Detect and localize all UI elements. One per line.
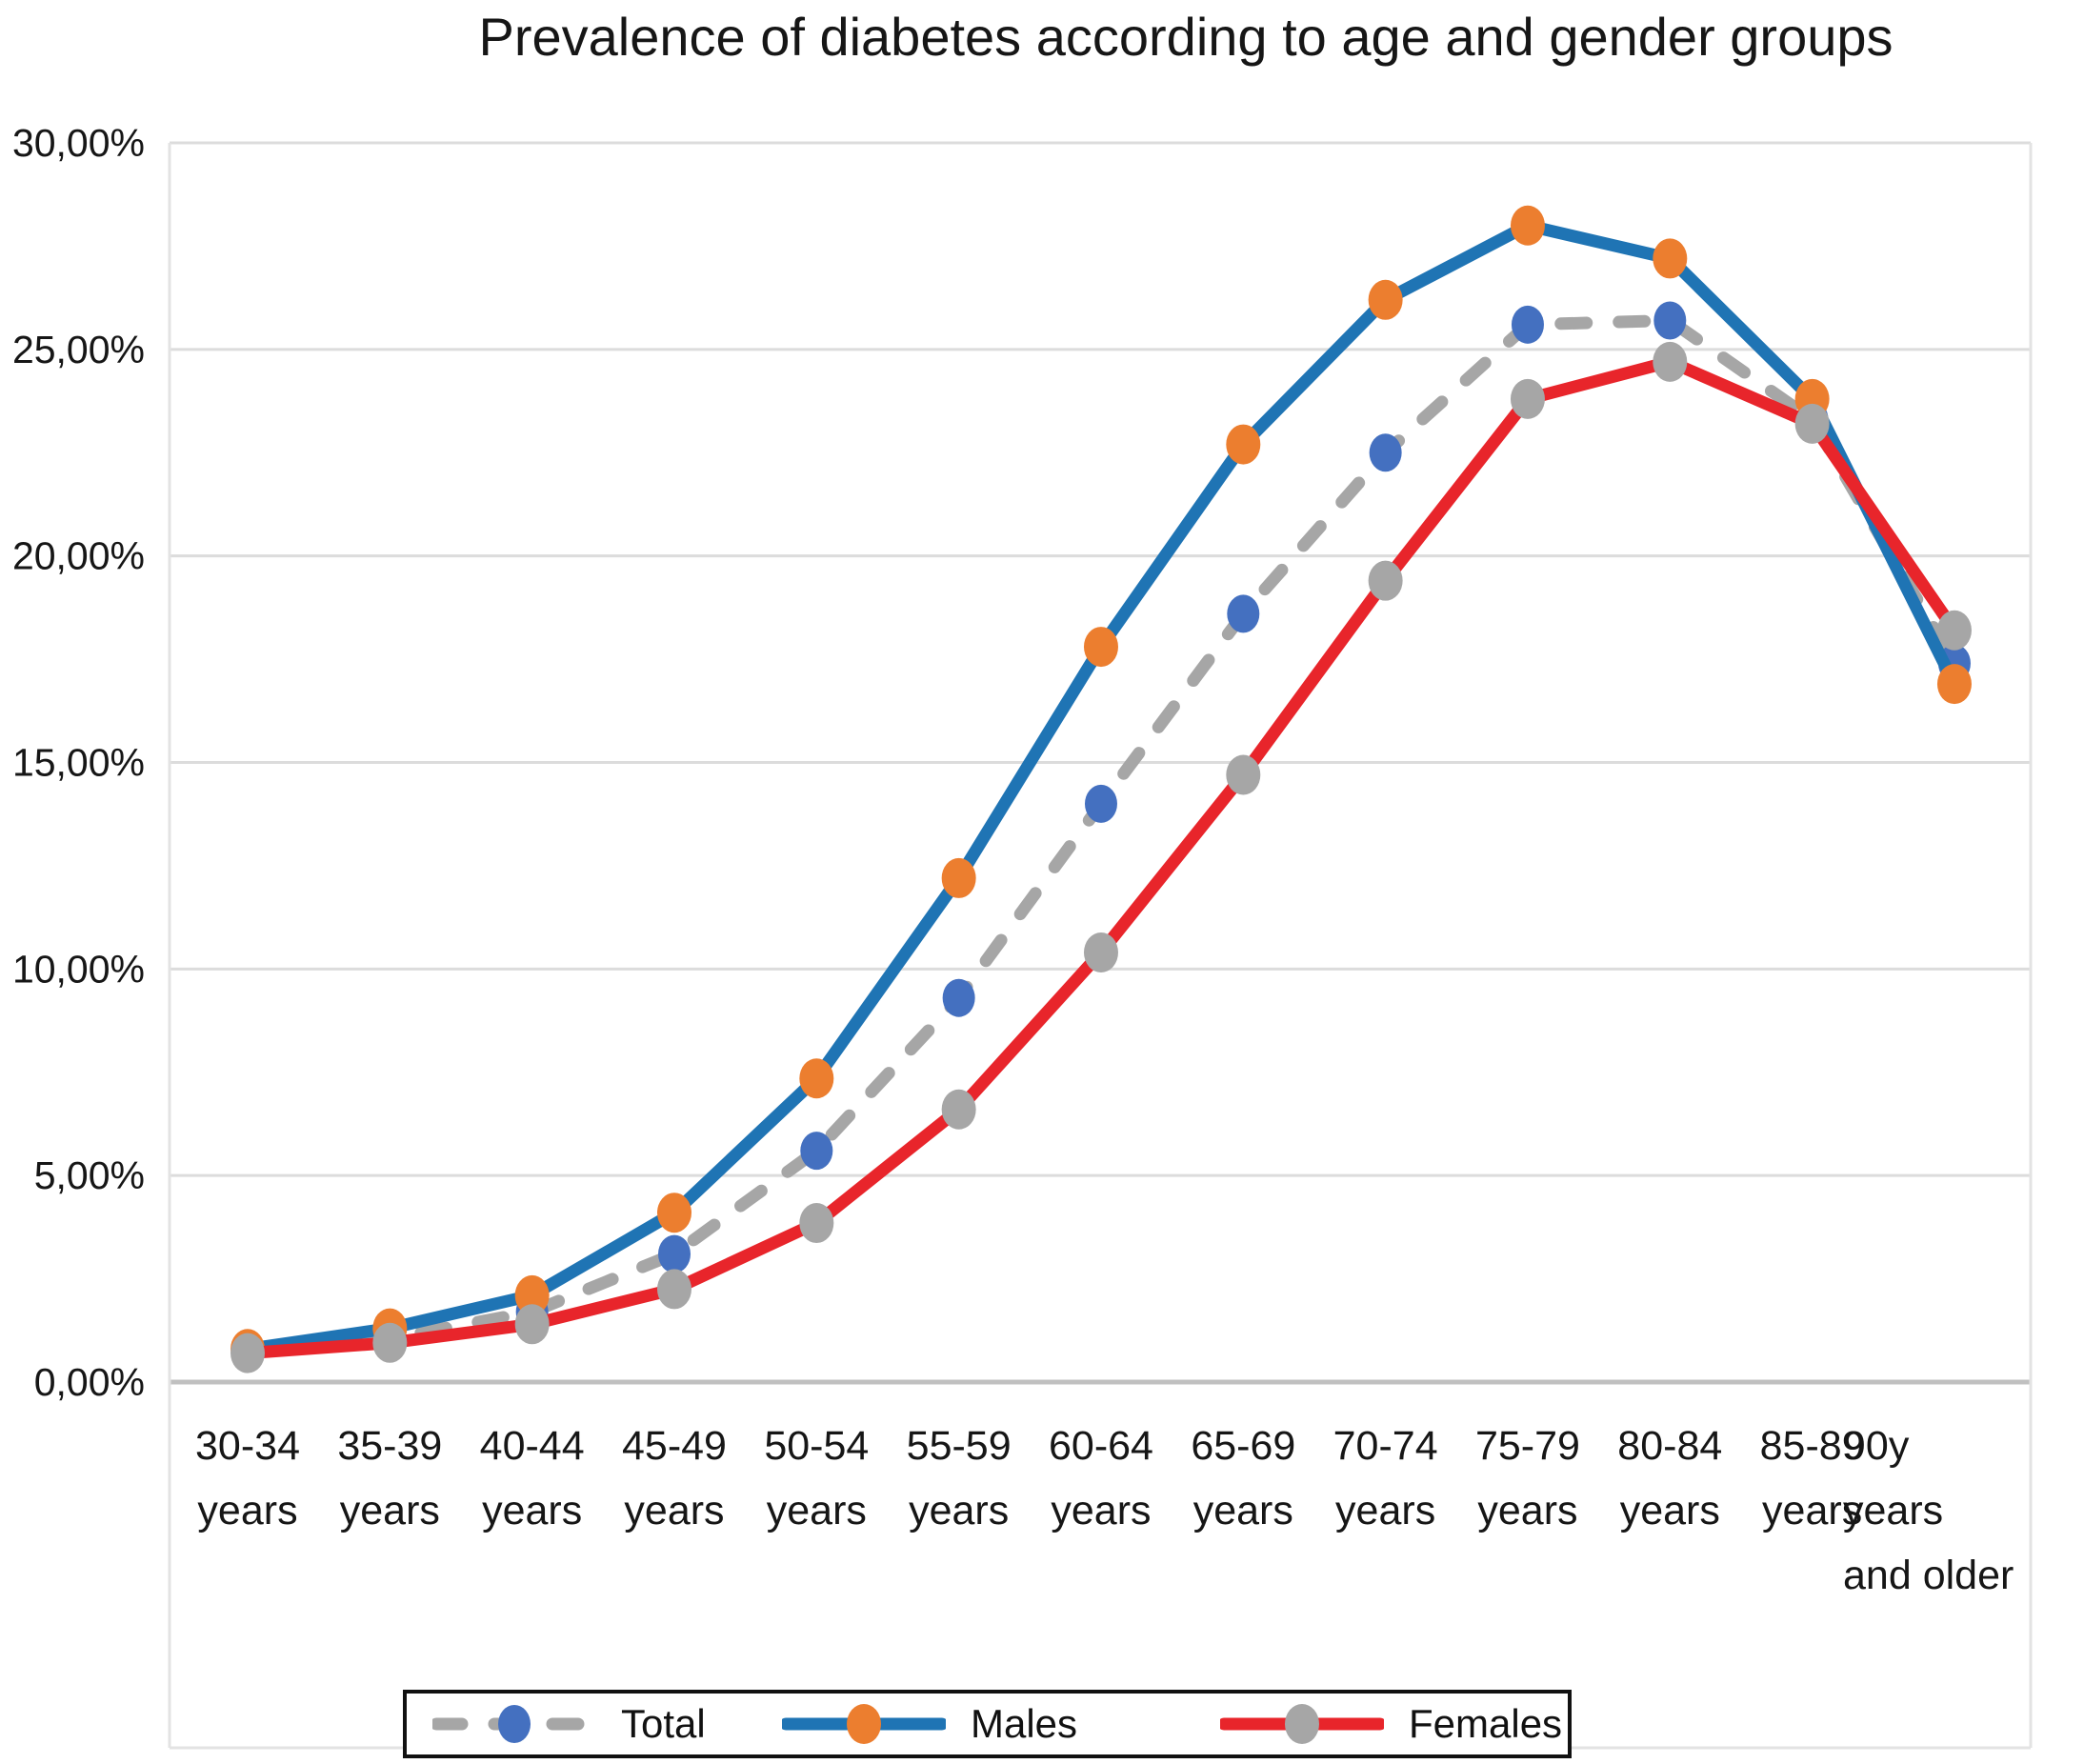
x-tick-label: years <box>624 1488 724 1533</box>
x-tick-label: 60-64 <box>1049 1423 1153 1469</box>
x-tick-label: years <box>1620 1488 1720 1533</box>
females-series-swatch <box>1220 1704 1384 1744</box>
x-tick-label: 90y <box>1843 1423 1910 1469</box>
females-marker <box>656 1269 691 1310</box>
females-marker <box>1083 932 1118 972</box>
y-tick-label: 15,00% <box>12 741 145 785</box>
females-marker <box>799 1203 834 1244</box>
x-tick-label: 70-74 <box>1333 1423 1438 1469</box>
females-legend-marker <box>1285 1704 1319 1744</box>
legend-label-total: Total <box>621 1701 706 1746</box>
total-legend-marker <box>498 1705 531 1743</box>
y-tick-label: 20,00% <box>12 534 145 578</box>
x-tick-label: 30-34 <box>195 1423 300 1469</box>
males-marker <box>1226 424 1261 465</box>
legend-item-total: Total <box>432 1694 706 1754</box>
males-marker <box>1653 238 1688 279</box>
males-marker <box>1510 205 1545 246</box>
males-marker <box>656 1193 691 1233</box>
x-tick-label: years <box>1843 1488 1943 1533</box>
total-marker <box>942 978 975 1017</box>
total-marker <box>1084 784 1117 823</box>
legend-item-females: Females <box>1220 1694 1562 1754</box>
females-marker <box>1226 754 1261 795</box>
females-marker <box>230 1333 265 1373</box>
females-marker <box>372 1322 408 1363</box>
total-marker <box>1369 433 1402 472</box>
y-tick-label: 30,00% <box>12 121 145 165</box>
y-tick-label: 10,00% <box>12 947 145 991</box>
males-marker <box>1936 664 1972 705</box>
x-tick-label: years <box>1051 1488 1151 1533</box>
x-tick-label: years <box>909 1488 1009 1533</box>
females-line <box>241 355 1961 1360</box>
x-tick-label: 35-39 <box>337 1423 442 1469</box>
y-tick-label: 5,00% <box>34 1153 145 1197</box>
x-tick-label: 50-54 <box>764 1423 869 1469</box>
x-tick-label: 40-44 <box>480 1423 585 1469</box>
x-tick-label: 80-84 <box>1617 1423 1722 1469</box>
total-marker <box>1653 301 1687 340</box>
x-tick-label: 65-69 <box>1191 1423 1295 1469</box>
females-marker <box>941 1089 976 1130</box>
x-tick-label: years <box>1335 1488 1435 1533</box>
females-marker <box>1653 341 1688 382</box>
females-marker <box>1368 560 1403 601</box>
females-marker <box>1510 378 1545 419</box>
total-marker <box>1511 305 1544 344</box>
x-tick-label: years <box>767 1488 867 1533</box>
legend-label-males: Males <box>971 1701 1078 1746</box>
legend-label-females: Females <box>1409 1701 1563 1746</box>
y-tick-label: 25,00% <box>12 328 145 371</box>
x-tick-label: 55-59 <box>907 1423 1012 1469</box>
x-tick-label: years <box>1477 1488 1577 1533</box>
females-marker <box>514 1304 550 1345</box>
x-tick-label: and older <box>1843 1553 2014 1598</box>
total-marker <box>800 1132 833 1171</box>
total-series-swatch <box>432 1705 596 1743</box>
x-tick-label: years <box>340 1488 440 1533</box>
x-tick-label: years <box>1193 1488 1293 1533</box>
y-tick-label: 0,00% <box>34 1360 145 1404</box>
legend-item-males: Males <box>782 1694 1077 1754</box>
total-marker <box>1227 594 1260 633</box>
males-series-swatch <box>782 1704 946 1744</box>
x-tick-label: 75-79 <box>1475 1423 1580 1469</box>
x-tick-label: years <box>1762 1488 1862 1533</box>
x-tick-label: years <box>197 1488 297 1533</box>
chart-title: Prevalence of diabetes according to age … <box>478 7 1894 67</box>
x-tick-label: 85-89 <box>1760 1423 1865 1469</box>
total-line <box>241 313 1961 1357</box>
males-marker <box>941 857 976 898</box>
total-marker <box>657 1234 691 1273</box>
x-tick-label: years <box>482 1488 582 1533</box>
females-marker <box>1794 403 1830 444</box>
x-tick-label: 45-49 <box>622 1423 727 1469</box>
males-marker <box>1083 627 1118 668</box>
males-marker <box>1368 279 1403 320</box>
females-marker <box>1936 610 1972 651</box>
chart-legend: Total Males Females <box>403 1690 1572 1758</box>
males-legend-marker <box>847 1704 881 1744</box>
males-marker <box>799 1058 834 1099</box>
males-marker <box>514 1274 550 1315</box>
